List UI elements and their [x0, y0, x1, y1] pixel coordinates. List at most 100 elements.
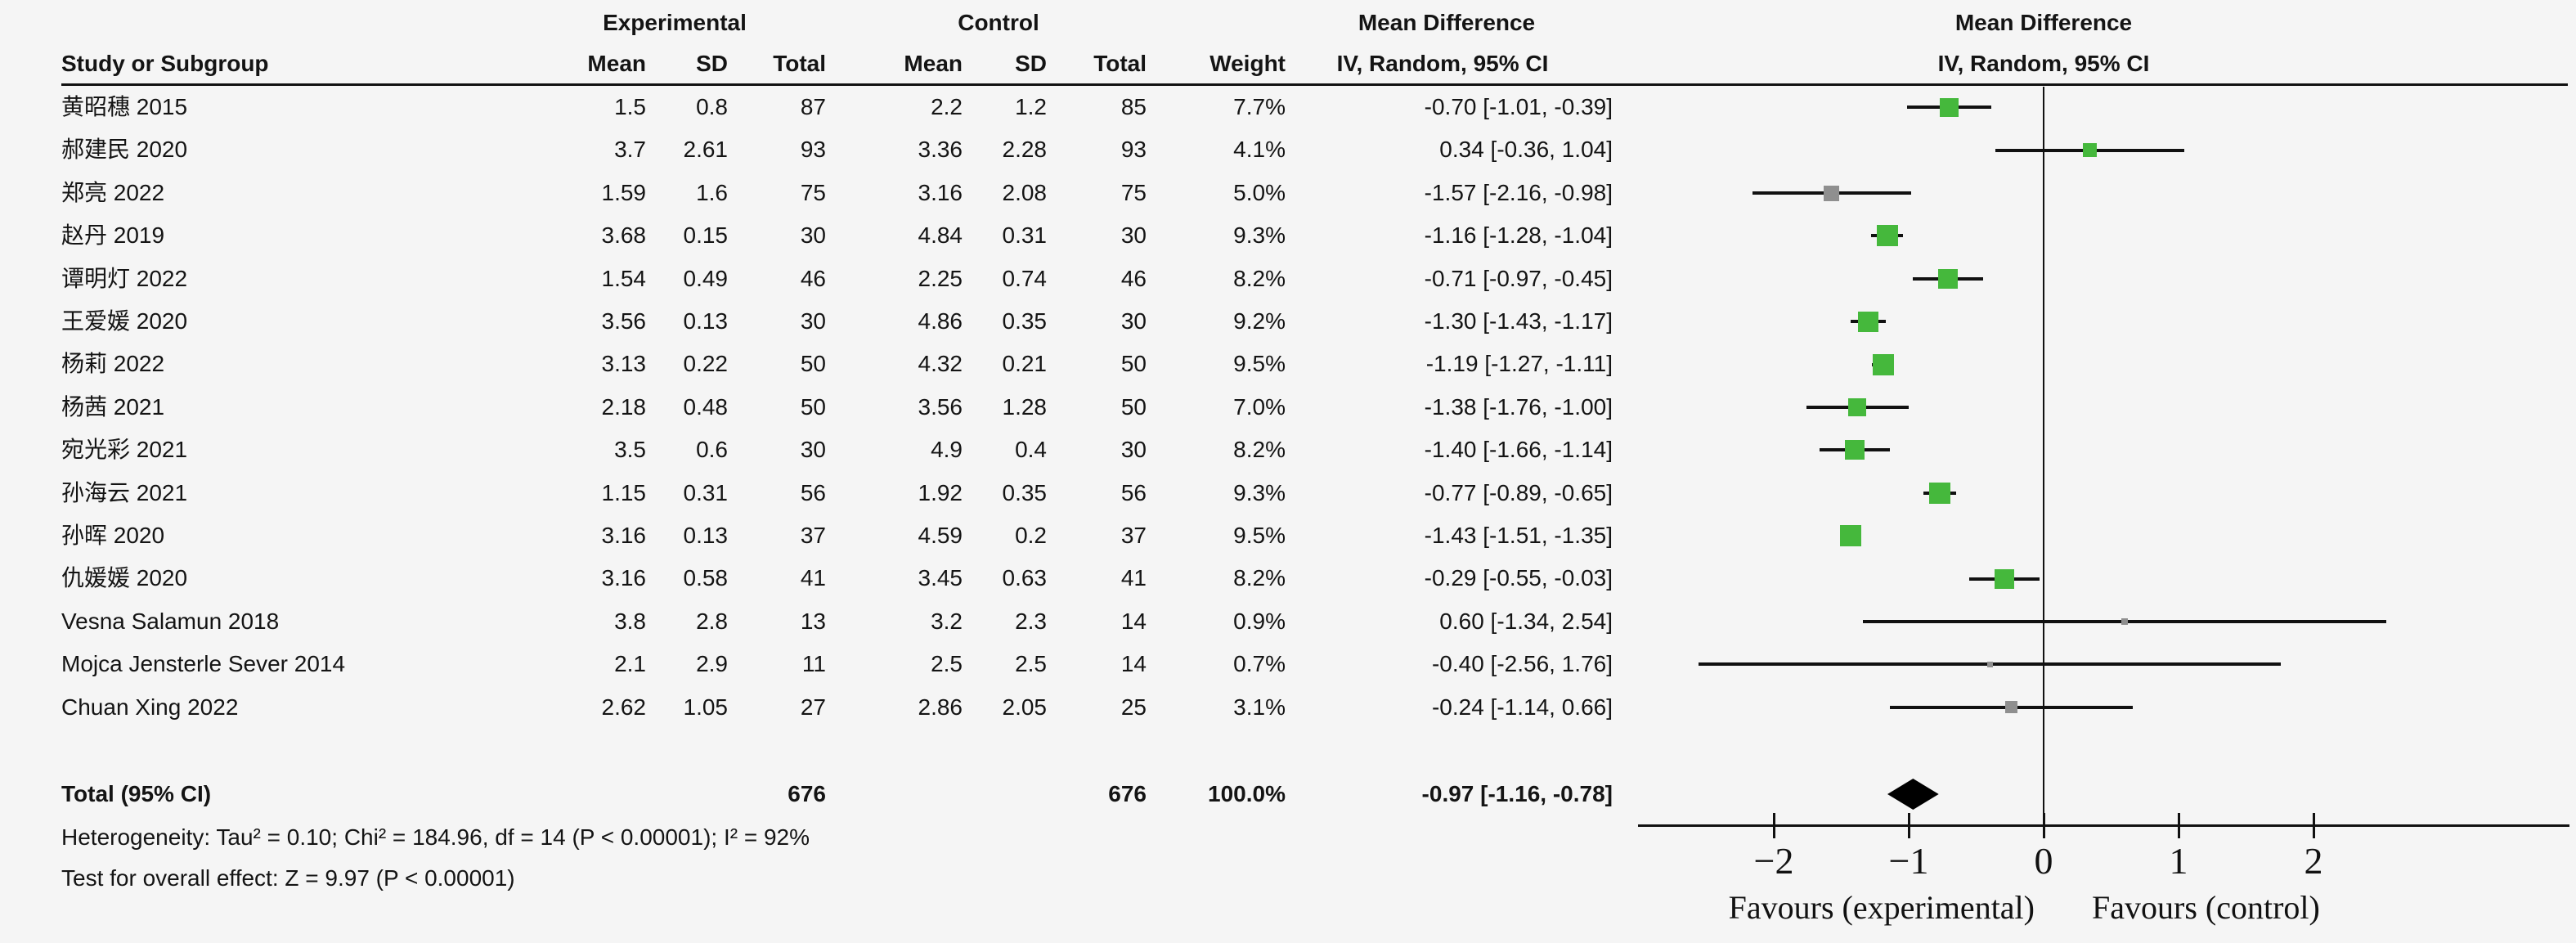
study-row-name-cell: 郝建民 2020 — [61, 137, 188, 163]
study-row-ctrl-sd-cell: 0.31 — [1002, 222, 1048, 249]
axis-tick-label: 2 — [2304, 840, 2323, 882]
study-row-exp-sd-cell: 0.13 — [683, 523, 729, 548]
header-underline — [61, 83, 2568, 86]
pooled-diamond — [1887, 779, 1939, 810]
study-row-ctrl-total-cell: 46 — [1120, 265, 1147, 291]
study-row-exp-sd-cell: 1.05 — [683, 694, 729, 720]
study-row-name-cell: 王爱媛 2020 — [61, 308, 188, 334]
study-row-name-cell: Vesna Salamun 2018 — [61, 608, 280, 634]
axis-tick-label: 1 — [2169, 840, 2188, 882]
point-estimate-marker — [1845, 440, 1865, 460]
study-row-exp-mean-cell: 1.54 — [601, 265, 647, 291]
header-ctrl-sd: SD — [1015, 51, 1047, 76]
study-row-ctrl-mean-cell: 3.2 — [931, 608, 963, 634]
heterogeneity-note: Heterogeneity: Tau² = 0.10; Chi² = 184.9… — [61, 824, 810, 850]
study-row-ctrl-total-cell: 30 — [1120, 437, 1147, 463]
study-row-ctrl-total-cell: 14 — [1120, 651, 1147, 677]
point-estimate-marker — [1986, 661, 1993, 667]
study-row-name-cell: 赵丹 2019 — [61, 222, 165, 249]
study-row-exp-mean-cell: 3.68 — [601, 222, 647, 249]
study-row-ctrl-sd-cell: 0.63 — [1002, 565, 1048, 591]
study-row-name-cell: 黄昭穗 2015 — [61, 94, 188, 119]
study-row-ctrl-sd-cell: 0.35 — [1002, 479, 1048, 505]
study-row-name-cell: 杨茜 2021 — [61, 393, 165, 420]
study-row-ctrl-mean-cell: 3.36 — [918, 137, 963, 163]
study-row-exp-mean-cell: 1.59 — [601, 179, 647, 205]
study-row-weight-cell: 8.2% — [1233, 265, 1286, 291]
point-estimate-marker — [1995, 568, 2015, 589]
total-exp-n: 676 — [788, 781, 826, 806]
study-row-exp-total-cell: 87 — [800, 94, 826, 119]
study-row-exp-total-cell: 30 — [800, 308, 826, 334]
study-row-md-cell: -1.19 [-1.27, -1.11] — [1425, 351, 1613, 377]
study-row-ctrl-mean-cell: 2.25 — [918, 265, 963, 291]
study-row-ctrl-sd-cell: 2.05 — [1002, 694, 1048, 720]
point-estimate-marker — [1937, 268, 1958, 289]
study-row-exp-mean-cell: 1.15 — [601, 479, 647, 505]
total-ctrl-n: 676 — [1108, 781, 1147, 806]
study-row-weight-cell: 0.9% — [1233, 608, 1286, 634]
study-row-md-cell: -0.77 [-0.89, -0.65] — [1424, 479, 1613, 505]
study-row-md-cell: -1.40 [-1.66, -1.14] — [1424, 437, 1613, 463]
total-label: Total (95% CI) — [61, 781, 212, 806]
study-row-exp-sd-cell: 0.8 — [696, 94, 728, 119]
header-exp-sd: SD — [696, 51, 728, 76]
study-row-ctrl-total-cell: 30 — [1120, 308, 1147, 334]
study-row-md-cell: -0.24 [-1.14, 0.66] — [1431, 694, 1613, 720]
study-row-ctrl-sd-cell: 0.4 — [1015, 437, 1047, 463]
study-row-ctrl-mean-cell: 4.9 — [931, 437, 963, 463]
study-row-ctrl-mean-cell: 3.45 — [918, 565, 963, 591]
study-row-ctrl-sd-cell: 2.5 — [1015, 651, 1047, 677]
study-row-name-cell: Mojca Jensterle Sever 2014 — [61, 651, 346, 677]
study-row-exp-mean-cell: 3.8 — [614, 608, 646, 634]
study-row-ctrl-total-cell: 75 — [1120, 179, 1147, 205]
study-row-md-cell: -0.40 [-2.56, 1.76] — [1431, 651, 1613, 677]
study-row-exp-total-cell: 46 — [800, 265, 826, 291]
favours-left-label: Favours (experimental) — [1728, 889, 2035, 926]
study-row-weight-cell: 7.0% — [1233, 393, 1286, 420]
study-row-exp-mean-cell: 2.18 — [601, 393, 647, 420]
header-ctrl-total: Total — [1093, 51, 1147, 76]
x-axis-line — [1638, 824, 2569, 827]
axis-tick-label: −2 — [1753, 840, 1794, 882]
study-row-exp-sd-cell: 2.8 — [696, 608, 728, 634]
study-row-name-cell: 孙海云 2021 — [61, 479, 188, 505]
study-row-ctrl-sd-cell: 2.3 — [1015, 608, 1047, 634]
study-row-name-cell: Chuan Xing 2022 — [61, 694, 239, 720]
study-row-md-cell: -1.38 [-1.76, -1.00] — [1424, 393, 1613, 420]
study-row-weight-cell: 9.3% — [1233, 222, 1286, 249]
study-row-exp-total-cell: 37 — [800, 523, 826, 548]
study-row-md-cell: -1.43 [-1.51, -1.35] — [1424, 523, 1613, 548]
study-row-ctrl-mean-cell: 4.84 — [918, 222, 963, 249]
study-row-weight-cell: 7.7% — [1233, 94, 1286, 119]
study-row-name-cell: 杨莉 2022 — [61, 351, 165, 377]
study-row-ctrl-total-cell: 25 — [1120, 694, 1147, 720]
study-row-weight-cell: 9.5% — [1233, 351, 1286, 377]
study-row-ctrl-mean-cell: 2.86 — [918, 694, 963, 720]
axis-tick — [1908, 813, 1910, 838]
study-row-md-cell: -0.71 [-0.97, -0.45] — [1424, 265, 1613, 291]
study-row-ctrl-total-cell: 30 — [1120, 222, 1147, 249]
study-row-md-cell: 0.34 [-0.36, 1.04] — [1439, 137, 1613, 163]
study-row-exp-mean-cell: 3.56 — [601, 308, 647, 334]
study-row-ctrl-total-cell: 14 — [1120, 608, 1147, 634]
study-row-exp-mean-cell: 3.13 — [601, 351, 647, 377]
study-row-md-cell: -1.30 [-1.43, -1.17] — [1424, 308, 1613, 334]
point-estimate-marker — [1848, 398, 1867, 416]
study-row-md-cell: -0.29 [-0.55, -0.03] — [1424, 565, 1613, 591]
header-experimental-group: Experimental — [603, 10, 747, 35]
study-row-ctrl-mean-cell: 3.56 — [918, 393, 963, 420]
study-row-ctrl-sd-cell: 0.35 — [1002, 308, 1048, 334]
axis-tick — [2043, 813, 2045, 838]
study-row-ctrl-total-cell: 41 — [1120, 565, 1147, 591]
study-row-ctrl-mean-cell: 3.16 — [918, 179, 963, 205]
study-row-exp-total-cell: 50 — [800, 351, 826, 377]
study-row-exp-sd-cell: 2.9 — [696, 651, 728, 677]
study-row-weight-cell: 9.2% — [1233, 308, 1286, 334]
study-row-exp-sd-cell: 0.22 — [683, 351, 729, 377]
overall-effect-note: Test for overall effect: Z = 9.97 (P < 0… — [61, 865, 515, 891]
study-row-exp-total-cell: 56 — [800, 479, 826, 505]
header-ci-table: IV, Random, 95% CI — [1336, 51, 1549, 76]
header-study-col: Study or Subgroup — [61, 51, 269, 76]
